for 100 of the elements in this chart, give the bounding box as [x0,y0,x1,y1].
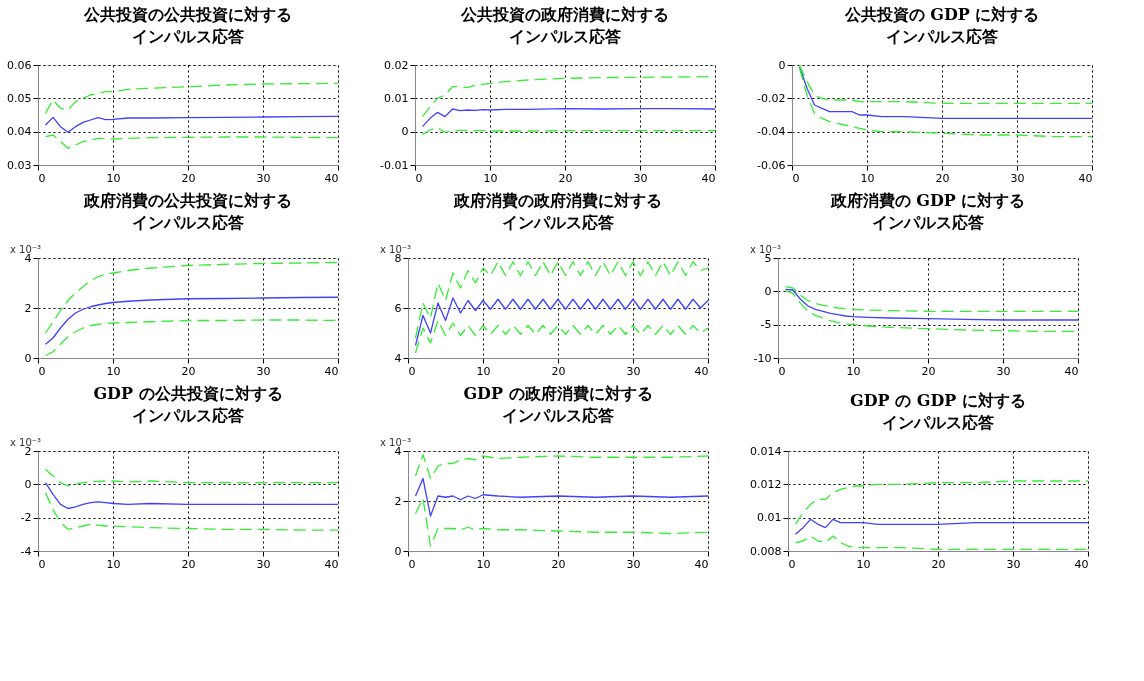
y-tick-label: -5 [760,318,772,332]
x-tick-label: 30 [626,364,641,378]
y-tick-label: 0 [24,477,32,491]
y-tick-label: 0.06 [7,58,32,72]
x-tick-label: 40 [324,364,339,378]
x-tick-label: 30 [633,171,648,185]
line-series [44,296,338,345]
y-tick-label: 0 [401,125,409,139]
y-tick-label: 0 [24,351,32,365]
x-tick-label: 40 [324,171,339,185]
text: x 10⁻³ [750,244,782,255]
x-tick-label: 0 [38,557,46,571]
x-tick-label: 40 [324,557,339,571]
y-tick-label: 0.04 [7,125,32,139]
line-series [794,535,1088,550]
line-series [414,297,708,347]
text: x 10⁻³ [380,244,412,255]
chart-title: 公共投資の政府消費に対するインパルス応答 [460,5,669,46]
chart-title: 公共投資の公共投資に対するインパルス応答 [83,5,292,46]
x-tick-label: 10 [106,557,121,571]
x-tick-label: 10 [106,171,121,185]
x-tick-label: 40 [1074,557,1089,571]
x-tick-label: 20 [935,171,950,185]
x-tick-label: 20 [921,364,936,378]
y-tick-label: 0 [764,284,772,298]
chart-title: 政府消費の GDP に対するインパルス応答 [829,191,1026,232]
x-tick-label: 0 [415,171,423,185]
y-tick-label: 0.02 [384,58,409,72]
y-tick-label: 0.03 [7,158,32,172]
x-tick-label: 40 [694,364,709,378]
x-tick-label: 20 [181,557,196,571]
y-tick-label: -0.01 [380,158,409,172]
x-tick-label: 10 [846,364,861,378]
x-tick-label: 30 [996,364,1011,378]
chart-title: 公共投資の GDP に対するインパルス応答 [843,5,1040,46]
text: x 10⁻³ [10,244,42,255]
y-tick-label: -10 [753,351,772,365]
line-series [421,127,715,135]
chart-title: GDP の政府消費に対するインパルス応答 [463,384,653,425]
y-tick-label: -4 [20,544,32,558]
x-tick-label: 30 [1006,557,1021,571]
line-series [798,66,1092,119]
y-tick-label: 0.01 [384,91,409,105]
chart-title: GDP の GDP に対するインパルス応答 [850,391,1026,432]
y-tick-label: -0.06 [757,158,786,172]
y-tick-label: 4 [394,351,402,365]
y-tick-label: 0.014 [750,444,782,458]
line-series [794,480,1088,525]
y-tick-label: 0.01 [757,511,782,525]
chart-title: 政府消費の政府消費に対するインパルス応答 [453,191,662,232]
line-series [784,288,1078,321]
y-tick-label: 2 [24,301,32,315]
x-tick-label: 20 [931,557,946,571]
line-series [44,492,338,531]
line-series [44,319,338,357]
y-tick-label: -2 [20,511,32,525]
chart-title: GDP の公共投資に対するインパルス応答 [93,384,283,425]
line-series [44,134,338,149]
text: x 10⁻³ [380,437,412,448]
y-tick-label: 2 [394,494,402,508]
x-tick-label: 0 [38,171,46,185]
line-series [44,115,338,133]
x-tick-label: 10 [860,171,875,185]
x-tick-label: 30 [626,557,641,571]
y-tick-label: 0.012 [750,477,782,491]
x-tick-label: 10 [483,171,498,185]
x-tick-label: 40 [1078,171,1093,185]
line-series [414,261,708,339]
x-tick-label: 20 [551,364,566,378]
line-series [414,319,708,354]
line-series [44,82,338,114]
y-tick-label: 0.05 [7,91,32,105]
x-tick-label: 40 [1064,364,1079,378]
line-series [44,482,338,510]
y-tick-label: 0.008 [750,544,782,558]
x-tick-label: 30 [256,557,271,571]
x-tick-label: 30 [256,364,271,378]
x-tick-label: 30 [1010,171,1025,185]
line-series [784,286,1078,312]
x-tick-label: 20 [181,171,196,185]
line-series [421,108,715,128]
chart-title: 政府消費の公共投資に対するインパルス応答 [83,191,292,232]
y-tick-label: 6 [394,301,402,315]
x-tick-label: 40 [701,171,716,185]
x-tick-label: 10 [476,557,491,571]
x-tick-label: 0 [788,557,796,571]
text: x 10⁻³ [10,437,42,448]
x-tick-label: 10 [106,364,121,378]
x-tick-label: 30 [256,171,271,185]
line-series [44,261,338,334]
x-tick-label: 20 [181,364,196,378]
line-series [414,454,708,480]
x-tick-label: 20 [551,557,566,571]
y-tick-label: -0.04 [757,125,786,139]
x-tick-label: 10 [856,557,871,571]
line-series [794,518,1088,535]
y-tick-label: -0.02 [757,91,786,105]
y-tick-label: 0 [394,544,402,558]
x-tick-label: 20 [558,171,573,185]
x-tick-label: 40 [694,557,709,571]
